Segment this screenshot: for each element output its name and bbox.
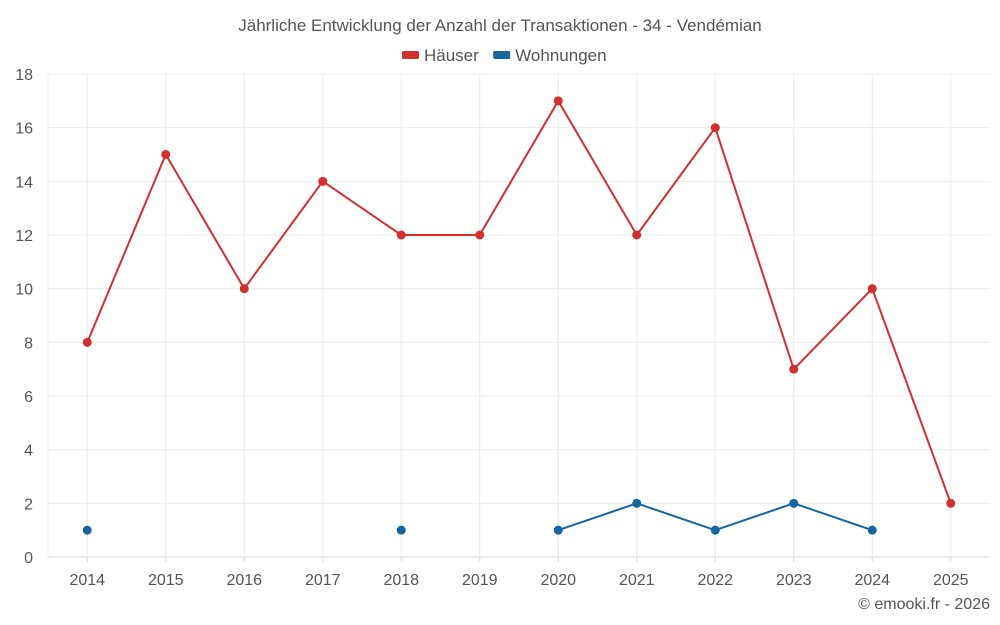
series-group — [82, 96, 956, 535]
x-tick-label: 2022 — [697, 572, 733, 589]
x-tick-label: 2018 — [383, 572, 419, 589]
data-point[interactable] — [632, 230, 642, 240]
y-tick-label: 18 — [15, 67, 33, 84]
legend-swatch — [493, 51, 511, 59]
series-0 — [82, 96, 956, 508]
y-tick-label: 0 — [24, 550, 33, 567]
data-point[interactable] — [710, 123, 720, 133]
data-point[interactable] — [867, 284, 877, 294]
data-point[interactable] — [789, 364, 799, 374]
data-point[interactable] — [867, 525, 877, 535]
grid — [47, 73, 990, 558]
x-tick-label: 2020 — [540, 572, 576, 589]
x-tick-label: 2024 — [854, 572, 890, 589]
x-tick-label: 2014 — [69, 572, 105, 589]
legend-label: Häuser — [424, 46, 479, 65]
x-tick-label: 2015 — [148, 572, 184, 589]
x-tick-label: 2023 — [776, 572, 812, 589]
data-point[interactable] — [318, 176, 328, 186]
data-point[interactable] — [82, 337, 92, 347]
legend: Häuser Wohnungen — [402, 46, 607, 65]
series-line — [86, 99, 952, 504]
x-tick-label: 2017 — [305, 572, 341, 589]
data-point[interactable] — [475, 230, 485, 240]
x-tick-label: 2019 — [462, 572, 498, 589]
y-tick-label: 8 — [24, 335, 33, 352]
x-axis: 2014 2015 2016 2017 2018 2019 2020 2021 2022 2023… — [69, 557, 969, 589]
series-1 — [82, 498, 877, 535]
chart-title: Jährliche Entwicklung der Anzahl der Tra… — [238, 16, 762, 35]
y-axis: 0 2 4 6 8 10 12 14 16 18 — [15, 67, 33, 567]
legend-swatch — [402, 51, 419, 59]
x-tick-label: 2021 — [619, 572, 655, 589]
y-tick-label: 16 — [15, 121, 33, 138]
data-point[interactable] — [946, 498, 956, 508]
data-point[interactable] — [161, 150, 171, 159]
y-tick-label: 2 — [24, 496, 33, 513]
data-point[interactable] — [710, 525, 720, 535]
x-tick-label: 2016 — [226, 572, 262, 589]
y-tick-label: 10 — [15, 282, 33, 299]
y-tick-label: 4 — [24, 443, 33, 460]
data-point[interactable] — [553, 96, 563, 106]
data-point[interactable] — [789, 498, 799, 508]
legend-item[interactable]: Wohnungen — [493, 46, 607, 65]
credit-text: © emooki.fr - 2026 — [858, 596, 990, 613]
legend-item[interactable]: Häuser — [402, 46, 479, 65]
data-point[interactable] — [82, 525, 92, 535]
data-point[interactable] — [396, 230, 406, 240]
data-point[interactable] — [396, 525, 406, 535]
legend-label: Wohnungen — [515, 46, 606, 65]
y-tick-label: 14 — [15, 174, 33, 191]
data-point[interactable] — [553, 525, 563, 535]
y-tick-label: 6 — [24, 389, 33, 406]
data-point[interactable] — [632, 498, 642, 508]
data-point[interactable] — [239, 284, 249, 294]
x-tick-label: 2025 — [933, 572, 969, 589]
y-tick-label: 12 — [15, 228, 33, 245]
